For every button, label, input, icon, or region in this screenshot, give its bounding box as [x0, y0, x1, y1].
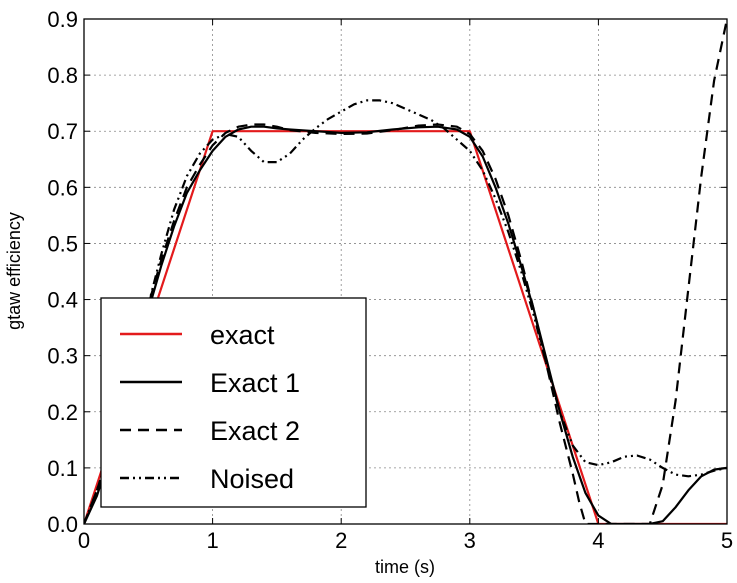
- plot-frame: [83, 18, 728, 525]
- y-tick-label: 0.1: [47, 456, 78, 481]
- series-line-exact: [84, 130, 727, 524]
- legend-label: Exact 2: [210, 416, 300, 446]
- x-tick-label: 2: [335, 528, 347, 553]
- y-tick-label: 0.8: [47, 63, 78, 88]
- y-axis-label: gtaw efficiency: [4, 212, 24, 330]
- x-tick-label: 0: [78, 528, 90, 553]
- legend: exact Exact 1 Exact 2 Noised: [100, 297, 367, 508]
- y-tick-label: 0.3: [47, 344, 78, 369]
- x-tick-label: 3: [464, 528, 476, 553]
- plot-area: [84, 19, 727, 524]
- y-tick-label: 0.5: [47, 231, 78, 256]
- y-tick-label: 0.9: [47, 7, 78, 32]
- x-tick-label: 1: [206, 528, 218, 553]
- x-tick-label: 4: [592, 528, 604, 553]
- series-line-noised: [84, 99, 727, 524]
- x-tick-label: 5: [721, 528, 733, 553]
- series-line-exact-2: [84, 19, 727, 524]
- y-tick-label: 0.4: [47, 288, 78, 313]
- y-tick-label: 0.7: [47, 119, 78, 144]
- x-axis-label: time (s): [375, 557, 435, 577]
- series-line-exact-1: [84, 125, 727, 524]
- y-tick-label: 0.6: [47, 175, 78, 200]
- legend-label: Noised: [210, 464, 294, 494]
- axis-ticks: 0 1 2 3 4 5 0.0 0.1 0.2 0.3 0.4 0.5 0.6 0.7 0.8 0.9: [47, 7, 733, 553]
- y-tick-label: 0.2: [47, 400, 78, 425]
- y-tick-label: 0.0: [47, 512, 78, 537]
- legend-label: Exact 1: [210, 368, 300, 398]
- legend-label: exact: [210, 320, 275, 350]
